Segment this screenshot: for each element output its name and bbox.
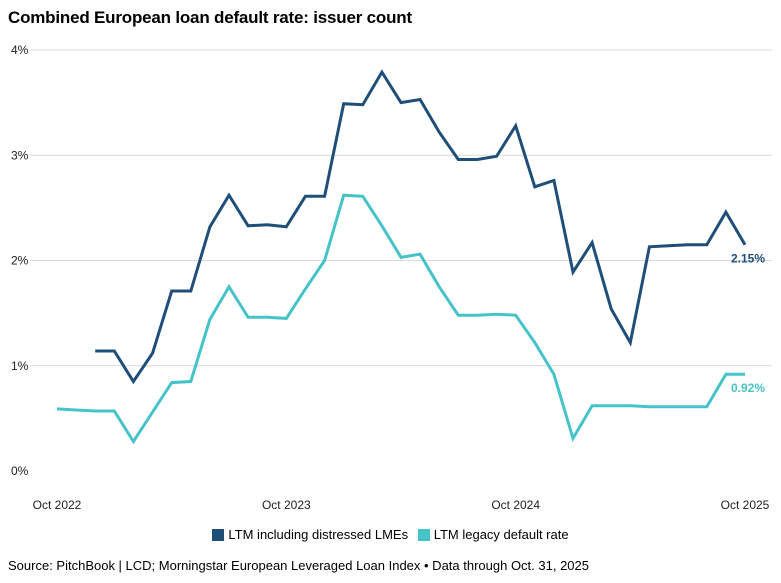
legend-label-lme: LTM including distressed LMEs <box>228 527 409 542</box>
source-note: Source: PitchBook | LCD; Morningstar Eur… <box>8 558 590 573</box>
y-tick-label: 0% <box>11 464 29 478</box>
legend: LTM including distressed LMEs LTM legacy… <box>0 527 781 544</box>
legend-item-legacy[interactable]: LTM legacy default rate <box>417 527 569 542</box>
legend-item-lme[interactable]: LTM including distressed LMEs <box>212 527 408 542</box>
y-tick-label: 2% <box>11 254 29 268</box>
legend-swatch-legacy <box>417 528 430 541</box>
x-axis-ticks: Oct 2022 Oct 2023 Oct 2024 Oct 2025 <box>33 498 770 512</box>
legend-swatch-lme <box>212 528 225 541</box>
end-label-lme: 2.15% <box>731 252 765 266</box>
series-line-lme <box>95 69 747 385</box>
gridlines <box>30 49 772 367</box>
y-tick-label: 4% <box>11 43 29 57</box>
x-tick-label: Oct 2025 <box>721 498 770 512</box>
x-tick-label: Oct 2023 <box>262 498 311 512</box>
y-axis-ticks: 0% 1% 2% 3% 4% <box>11 43 29 478</box>
x-tick-label: Oct 2022 <box>33 498 82 512</box>
series-lines <box>56 69 747 445</box>
end-label-legacy: 0.92% <box>731 381 765 395</box>
legend-label-legacy: LTM legacy default rate <box>433 527 569 542</box>
chart-title: Combined European loan default rate: iss… <box>8 8 412 27</box>
end-labels: 2.15% 0.92% <box>731 252 765 395</box>
series-line-legacy <box>56 193 745 445</box>
x-tick-label: Oct 2024 <box>491 498 540 512</box>
y-tick-label: 3% <box>11 148 29 162</box>
line-chart: 0%1%2%3%4% Oct 2022 Oct 2023 Oct 2024 Oct 2… <box>11 43 772 512</box>
y-tick-label: 1% <box>11 359 29 373</box>
